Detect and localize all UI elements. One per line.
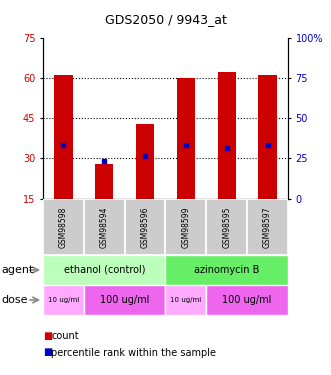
Text: GSM98597: GSM98597 <box>263 206 272 248</box>
Text: GSM98599: GSM98599 <box>181 206 190 248</box>
Text: GSM98595: GSM98595 <box>222 206 231 248</box>
Bar <box>166 285 206 315</box>
Bar <box>84 199 125 255</box>
Bar <box>95 164 114 199</box>
Text: percentile rank within the sample: percentile rank within the sample <box>51 348 216 357</box>
Text: count: count <box>51 331 79 340</box>
Bar <box>206 285 288 315</box>
Bar <box>177 78 195 199</box>
Text: agent: agent <box>2 265 34 275</box>
Bar <box>84 285 166 315</box>
Text: ■: ■ <box>43 331 52 340</box>
Text: 10 ug/ml: 10 ug/ml <box>48 297 79 303</box>
Text: 100 ug/ml: 100 ug/ml <box>100 295 149 305</box>
Text: GSM98594: GSM98594 <box>100 206 109 248</box>
Text: GSM98596: GSM98596 <box>141 206 150 248</box>
Text: GSM98598: GSM98598 <box>59 206 68 248</box>
Bar <box>125 199 166 255</box>
Bar <box>43 285 84 315</box>
Bar <box>166 199 206 255</box>
Bar <box>259 75 277 199</box>
Text: dose: dose <box>2 295 28 305</box>
Text: ethanol (control): ethanol (control) <box>64 265 145 275</box>
Bar <box>54 75 72 199</box>
Bar <box>206 199 247 255</box>
Bar <box>43 199 84 255</box>
Bar <box>166 255 288 285</box>
Bar <box>136 123 154 199</box>
Text: azinomycin B: azinomycin B <box>194 265 260 275</box>
Bar <box>217 72 236 199</box>
Bar <box>247 199 288 255</box>
Text: GDS2050 / 9943_at: GDS2050 / 9943_at <box>105 13 226 26</box>
Bar <box>43 255 166 285</box>
Text: 10 ug/ml: 10 ug/ml <box>170 297 202 303</box>
Text: ■: ■ <box>43 348 52 357</box>
Text: 100 ug/ml: 100 ug/ml <box>222 295 272 305</box>
